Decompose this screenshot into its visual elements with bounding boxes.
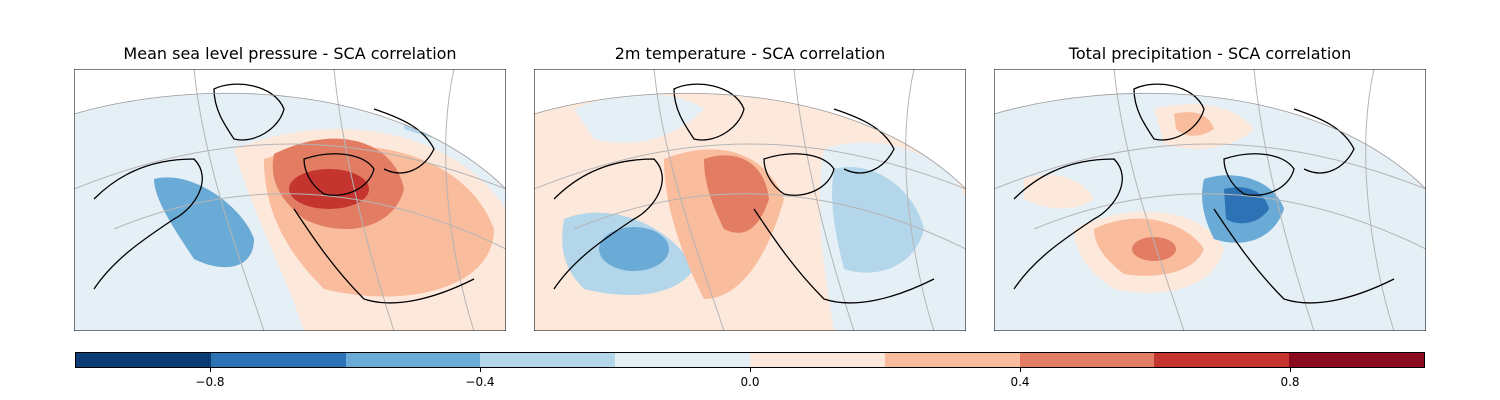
colorbar-segment — [210, 353, 346, 367]
colorbar-segment — [480, 353, 616, 367]
colorbar-tick — [210, 368, 211, 372]
colorbar-segment — [749, 353, 885, 367]
colorbar-tick — [480, 368, 481, 372]
colorbar-tick-label: −0.8 — [195, 375, 225, 389]
colorbar-segment — [1154, 353, 1290, 367]
colorbar-segment — [1019, 353, 1155, 367]
colorbar-tick — [1290, 368, 1291, 372]
colorbar-segment — [76, 353, 211, 367]
colorbar-tick-label: 0.0 — [740, 375, 760, 389]
panel-title-tp: Total precipitation - SCA correlation — [1068, 44, 1352, 63]
map-t2m — [534, 69, 966, 331]
colorbar-segment — [1289, 353, 1424, 367]
colorbar-tick-label: 0.8 — [1280, 375, 1300, 389]
map-tp — [994, 69, 1426, 331]
colorbar-tick-label: 0.4 — [1010, 375, 1030, 389]
colorbar-segment — [345, 353, 481, 367]
colorbar-tick — [1020, 368, 1021, 372]
colorbar-tick — [750, 368, 751, 372]
colorbar — [75, 352, 1425, 368]
colorbar-tick-label: −0.4 — [465, 375, 495, 389]
colorbar-segment — [884, 353, 1020, 367]
map-mslp — [74, 69, 506, 331]
colorbar-segment — [615, 353, 750, 367]
panel-title-t2m: 2m temperature - SCA correlation — [614, 44, 886, 63]
panel-title-mslp: Mean sea level pressure - SCA correlatio… — [123, 44, 457, 63]
